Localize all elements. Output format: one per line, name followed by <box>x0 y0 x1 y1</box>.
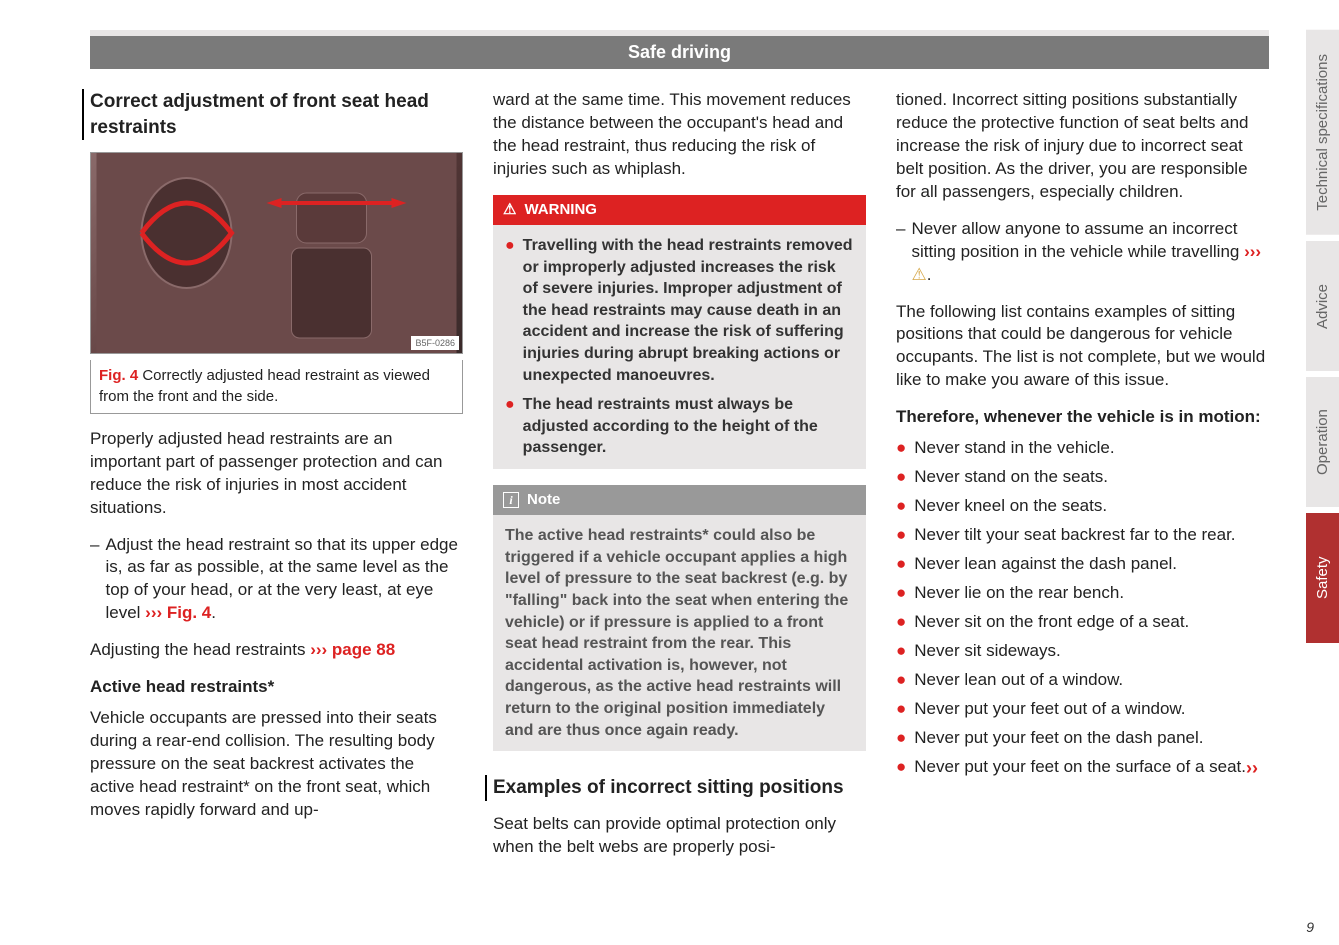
never-allow-text: Never allow anyone to assume an incorrec… <box>911 219 1244 261</box>
list-item: ● Never lean against the dash panel. <box>896 553 1269 576</box>
warning-triangle-icon: ⚠ <box>911 265 926 284</box>
column-3: tioned. Incorrect sitting positions subs… <box>896 89 1269 873</box>
fig-4-ref[interactable]: ››› Fig. 4 <box>145 603 211 622</box>
section-title-head-restraints: Correct adjustment of front seat head re… <box>82 89 463 140</box>
list-item-text: Never sit sideways. <box>914 640 1060 663</box>
bullet-icon: ● <box>505 235 515 386</box>
list-item: ● Never stand on the seats. <box>896 466 1269 489</box>
list-item-text: Never tilt your seat backrest far to the… <box>914 524 1235 547</box>
bullet-icon: ● <box>896 640 906 663</box>
never-allow-instruction: – Never allow anyone to assume an incorr… <box>896 218 1269 287</box>
bullet-icon: ● <box>896 524 906 547</box>
section-title-incorrect-sitting: Examples of incorrect sitting positions <box>485 775 866 801</box>
bullet-icon: ● <box>896 698 906 721</box>
info-icon: i <box>503 492 519 508</box>
active-head-restraints-heading: Active head restraints* <box>90 676 463 699</box>
bullet-icon: ● <box>505 394 515 459</box>
column-1: Correct adjustment of front seat head re… <box>90 89 463 873</box>
list-item-text: Never put your feet on the surface of a … <box>914 756 1246 779</box>
never-list: ● Never stand in the vehicle. ● Never stand… <box>896 437 1269 780</box>
list-item: ● Never tilt your seat backrest far to th… <box>896 524 1269 547</box>
continuation-paragraph-2: tioned. Incorrect sitting positions subs… <box>896 89 1269 204</box>
bullet-icon: ● <box>896 495 906 518</box>
list-item: ● Never lie on the rear bench. <box>896 582 1269 605</box>
list-item-text: Never sit on the front edge of a seat. <box>914 611 1189 634</box>
page-88-ref[interactable]: ››› page 88 <box>310 640 395 659</box>
page-header: Safe driving <box>90 30 1269 69</box>
warning-item-2: The head restraints must always be adjus… <box>523 394 854 459</box>
side-tabs: Technical specifications Advice Operation S… <box>1306 30 1339 643</box>
figure-4-image: B5F-0286 <box>91 153 462 353</box>
list-item-text: Never kneel on the seats. <box>914 495 1107 518</box>
warning-item-1: Travelling with the head restraints remo… <box>523 235 854 386</box>
note-header: i Note <box>493 485 866 515</box>
adjusting-ref-line: Adjusting the head restraints ››› page 8… <box>90 639 463 662</box>
list-item-text: Never stand in the vehicle. <box>914 437 1114 460</box>
note-body: The active head restraints* could also b… <box>493 515 866 751</box>
bullet-icon: ● <box>896 553 906 576</box>
list-item: ● Never sit on the front edge of a seat. <box>896 611 1269 634</box>
figure-4: B5F-0286 <box>90 152 463 354</box>
adjusting-text: Adjusting the head restraints <box>90 640 310 659</box>
bullet-icon: ● <box>896 582 906 605</box>
list-item: ● Never sit sideways. <box>896 640 1269 663</box>
list-item-text: Never lean against the dash panel. <box>914 553 1177 576</box>
head-restraint-diagram <box>91 153 462 353</box>
figure-caption-text: Correctly adjusted head restraint as vie… <box>99 367 430 404</box>
list-item-text: Never put your feet on the dash panel. <box>914 727 1203 750</box>
note-box: i Note The active head restraints* could… <box>493 485 866 751</box>
therefore-heading: Therefore, whenever the vehicle is in mo… <box>896 406 1269 429</box>
list-item-text: Never lean out of a window. <box>914 669 1123 692</box>
bullet-icon: ● <box>896 669 906 692</box>
figure-label: Fig. 4 <box>99 367 138 384</box>
seatbelt-paragraph: Seat belts can provide optimal protectio… <box>493 813 866 859</box>
list-item: ● Never put your feet out of a window. <box>896 698 1269 721</box>
warning-title: WARNING <box>524 200 597 220</box>
bullet-icon: ● <box>896 611 906 634</box>
bullet-icon: ● <box>896 756 906 779</box>
bullet-icon: ● <box>896 466 906 489</box>
list-item: ● Never lean out of a window. <box>896 669 1269 692</box>
side-tab-safety[interactable]: Safety <box>1306 513 1339 643</box>
list-item: ● Never stand in the vehicle. <box>896 437 1269 460</box>
list-item-text: Never stand on the seats. <box>914 466 1108 489</box>
note-title: Note <box>527 490 560 510</box>
continue-icon: ›› <box>1246 756 1258 780</box>
warning-header: ⚠ WARNING <box>493 195 866 225</box>
warning-triangle-icon: ⚠ <box>503 200 516 220</box>
adjust-instruction: – Adjust the head restraint so that its … <box>90 534 463 626</box>
list-item: ● Never kneel on the seats. <box>896 495 1269 518</box>
paragraph-intro: Properly adjusted head restraints are an… <box>90 428 463 520</box>
list-item-text: Never put your feet out of a window. <box>914 698 1185 721</box>
bullet-icon: ● <box>896 437 906 460</box>
dash-bullet: – <box>90 534 99 626</box>
figure-4-caption: Fig. 4 Correctly adjusted head restraint… <box>90 360 463 414</box>
page-number: 9 <box>1306 919 1314 935</box>
warning-box: ⚠ WARNING ● Travelling with the head res… <box>493 195 866 469</box>
column-2: ward at the same time. This movement red… <box>493 89 866 873</box>
dash-bullet: – <box>896 218 905 287</box>
side-tab-technical-specifications[interactable]: Technical specifications <box>1306 30 1339 235</box>
examples-paragraph: The following list contains examples of … <box>896 301 1269 393</box>
continuation-paragraph: ward at the same time. This movement red… <box>493 89 866 181</box>
list-item: ● Never put your feet on the surface of a… <box>896 756 1269 780</box>
bullet-icon: ● <box>896 727 906 750</box>
active-restraints-paragraph: Vehicle occupants are pressed into their… <box>90 707 463 822</box>
ref-chevrons[interactable]: ››› <box>1244 242 1261 261</box>
list-item: ● Never put your feet on the dash panel. <box>896 727 1269 750</box>
figure-code: B5F-0286 <box>411 336 459 350</box>
list-item-text: Never lie on the rear bench. <box>914 582 1124 605</box>
side-tab-advice[interactable]: Advice <box>1306 241 1339 371</box>
side-tab-operation[interactable]: Operation <box>1306 377 1339 507</box>
